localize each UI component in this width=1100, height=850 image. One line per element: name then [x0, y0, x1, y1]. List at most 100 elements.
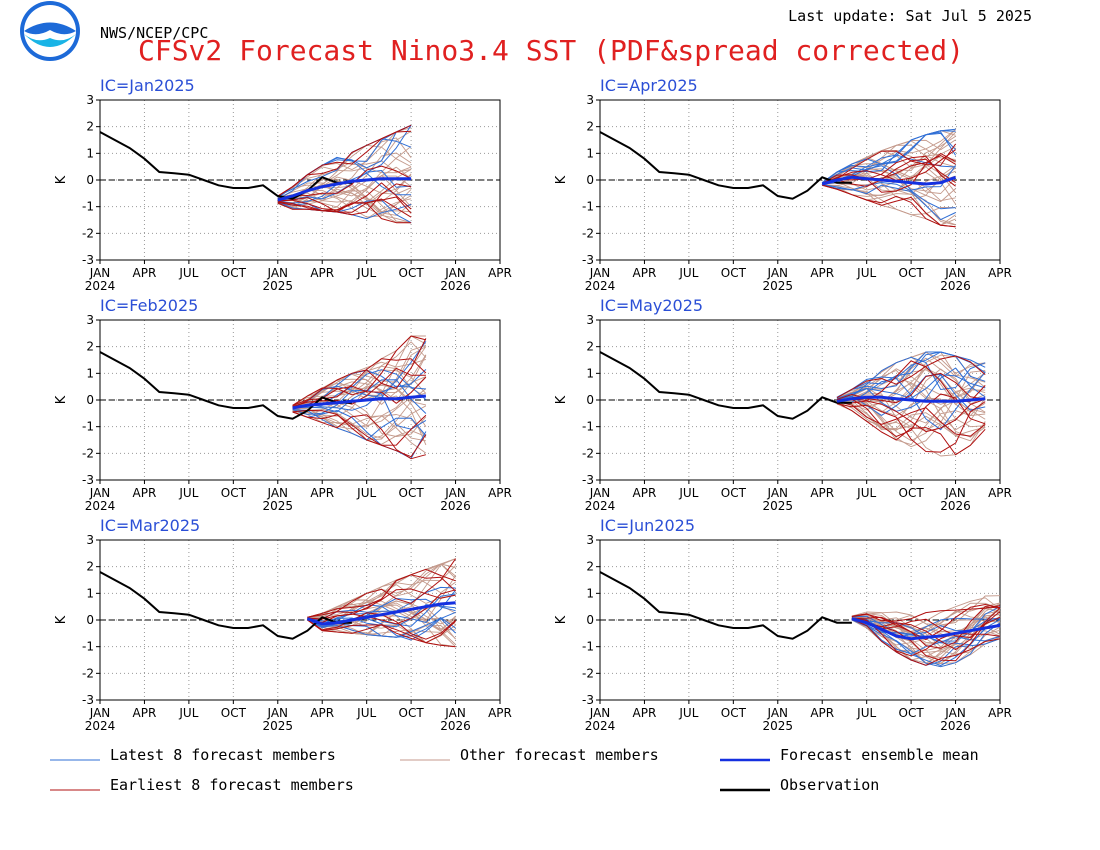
mean-line [306, 601, 456, 626]
member-line-earliest [307, 619, 456, 644]
member-line-earliest [307, 558, 457, 620]
x-tick-label: JUL [678, 266, 698, 280]
member-line-other [836, 401, 986, 437]
x-tick-label: JAN [589, 266, 611, 280]
y-tick-label: 2 [86, 560, 94, 574]
noaa-logo-bird-icon [24, 22, 76, 35]
x-tick-label: JAN [589, 486, 611, 500]
y-tick-label: -2 [582, 446, 594, 460]
member-line-latest [836, 351, 986, 398]
x-tick-label: APR [988, 266, 1012, 280]
y-tick-label: 2 [86, 340, 94, 354]
y-tick-label: 3 [586, 93, 594, 107]
observation-line [599, 351, 852, 420]
y-axis-label: K [54, 615, 69, 624]
x-tick-label: OCT [399, 486, 425, 500]
x-tick-year: 2024 [585, 279, 616, 293]
member-line-earliest [292, 335, 427, 406]
member-line-other [822, 139, 956, 184]
x-tick-label: OCT [899, 706, 925, 720]
mean-line [821, 175, 957, 186]
x-tick-label: APR [310, 486, 334, 500]
x-tick-label: JAN [444, 486, 466, 500]
member-line-other [851, 595, 1001, 626]
member-line-other [277, 176, 412, 204]
mean-line [277, 177, 412, 202]
noaa-logo-text: NOAA [36, 13, 65, 23]
x-tick-label: OCT [721, 706, 747, 720]
y-tick-label: -2 [82, 666, 94, 680]
x-tick-label: OCT [721, 266, 747, 280]
x-tick-label: JAN [944, 266, 966, 280]
y-tick-label: -3 [82, 253, 94, 267]
member-line-earliest [307, 574, 456, 618]
x-tick-label: APR [633, 486, 657, 500]
x-tick-label: APR [133, 706, 157, 720]
x-tick-label: JUL [356, 706, 376, 720]
y-tick-label: 1 [86, 146, 94, 160]
x-tick-year: 2026 [440, 279, 471, 293]
x-tick-label: JAN [267, 486, 289, 500]
x-tick-label: JAN [444, 266, 466, 280]
member-line-other [277, 188, 412, 216]
panel-title: IC=Jun2025 [600, 516, 695, 535]
x-tick-label: JUL [356, 266, 376, 280]
y-tick-label: 3 [86, 93, 94, 107]
member-line-other [292, 405, 427, 439]
mean-line [851, 617, 1001, 641]
member-line-other [277, 145, 412, 200]
member-line-other [851, 610, 1001, 645]
y-tick-label: 1 [586, 146, 594, 160]
y-tick-label: 1 [586, 586, 594, 600]
x-tick-label: APR [633, 266, 657, 280]
x-tick-label: JUL [178, 486, 198, 500]
observation-line [599, 131, 852, 200]
y-tick-label: 0 [86, 613, 94, 627]
member-line-latest [292, 409, 427, 441]
y-tick-label: -3 [82, 473, 94, 487]
member-line-earliest [836, 398, 986, 433]
x-tick-label: APR [133, 486, 157, 500]
x-tick-label: JUL [356, 486, 376, 500]
noaa-logo: NOAA [20, 1, 80, 61]
member-line-other [851, 608, 1001, 643]
x-tick-label: JAN [589, 706, 611, 720]
y-axis-label: K [554, 615, 569, 624]
x-tick-label: OCT [221, 266, 247, 280]
x-tick-label: OCT [899, 266, 925, 280]
x-tick-label: APR [810, 706, 834, 720]
member-line-latest [836, 351, 986, 398]
x-tick-year: 2024 [85, 499, 116, 513]
member-line-latest [307, 611, 456, 641]
x-tick-label: JUL [178, 266, 198, 280]
x-tick-year: 2025 [763, 499, 794, 513]
y-tick-label: 0 [86, 173, 94, 187]
agency-label: NWS/NCEP/CPC [100, 24, 208, 42]
member-line-latest [836, 356, 986, 401]
x-tick-year: 2024 [85, 279, 116, 293]
y-tick-label: 0 [586, 613, 594, 627]
legend-label-mean: Forecast ensemble mean [780, 746, 979, 764]
panel-title: IC=May2025 [600, 296, 703, 315]
y-tick-label: 3 [586, 313, 594, 327]
y-tick-label: -2 [82, 226, 94, 240]
member-line-other [292, 409, 427, 454]
member-line-earliest [851, 607, 1001, 651]
member-line-earliest [292, 338, 427, 408]
member-line-other [277, 189, 412, 218]
legend: Latest 8 forecast members Other forecast … [50, 746, 979, 794]
x-tick-label: APR [310, 706, 334, 720]
y-tick-label: -1 [582, 640, 594, 654]
member-line-earliest [836, 355, 986, 399]
member-line-other [836, 401, 986, 442]
y-tick-label: 2 [586, 340, 594, 354]
observation-line [99, 131, 352, 200]
x-tick-label: JUL [178, 706, 198, 720]
x-tick-year: 2024 [585, 719, 616, 733]
member-line-earliest [851, 605, 1001, 622]
x-tick-label: APR [633, 706, 657, 720]
